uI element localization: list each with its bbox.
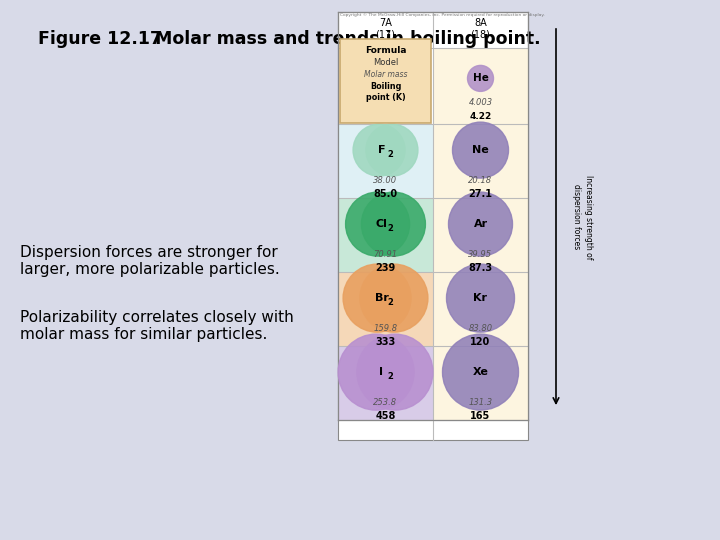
Bar [433,198,528,272]
Text: 2: 2 [387,224,393,233]
Text: I: I [379,367,384,377]
Circle shape [449,192,513,256]
Circle shape [446,264,515,332]
Text: 8A
(18): 8A (18) [471,18,490,39]
Text: Ne: Ne [472,145,489,155]
Circle shape [338,334,414,410]
Bar [338,272,433,346]
Bar [433,124,528,198]
Text: Dispersion forces are stronger for
larger, more polarizable particles.: Dispersion forces are stronger for large… [20,245,280,278]
Circle shape [452,122,508,178]
Text: Ar: Ar [474,219,487,229]
Text: 333: 333 [375,337,395,347]
Text: Formula: Formula [365,46,406,55]
Text: Molar mass: Molar mass [364,70,408,79]
Text: 2: 2 [387,298,393,307]
Bar [433,48,528,124]
Circle shape [366,124,418,176]
Text: Boiling: Boiling [370,82,401,91]
Text: 7A
(17): 7A (17) [376,18,395,39]
Text: 38.00: 38.00 [374,176,397,185]
Text: point (K): point (K) [366,93,405,102]
Text: 2: 2 [387,372,393,381]
Text: 39.95: 39.95 [469,250,492,259]
Circle shape [357,334,433,410]
Text: Molar mass and trends in boiling point.: Molar mass and trends in boiling point. [155,30,541,48]
Bar [433,346,528,420]
Text: 4.22: 4.22 [469,112,492,121]
Text: 120: 120 [470,337,490,347]
Text: Figure 12.17: Figure 12.17 [38,30,162,48]
Text: 239: 239 [375,263,395,273]
Bar [338,124,433,198]
Text: Br: Br [374,293,388,303]
Text: 85.0: 85.0 [374,189,397,199]
Text: Increasing strength of
dispersion forces: Increasing strength of dispersion forces [572,175,593,259]
Text: Cl: Cl [376,219,387,229]
Text: 70.91: 70.91 [374,250,397,259]
Text: 253.8: 253.8 [374,398,397,407]
Text: 20.18: 20.18 [469,176,492,185]
Text: 27.1: 27.1 [469,189,492,199]
Circle shape [360,264,428,332]
Polygon shape [338,12,528,440]
Text: 159.8: 159.8 [374,324,397,333]
Circle shape [343,264,411,332]
Text: 87.3: 87.3 [469,263,492,273]
Circle shape [361,192,426,256]
Bar [338,198,433,272]
Bar [338,346,433,420]
Text: 4.003: 4.003 [469,98,492,107]
Text: 458: 458 [375,411,396,421]
Text: 131.3: 131.3 [469,398,492,407]
Text: Polarizability correlates closely with
molar mass for similar particles.: Polarizability correlates closely with m… [20,310,294,342]
Text: Copyright © The McGraw-Hill Companies, inc. Permission required for reproduction: Copyright © The McGraw-Hill Companies, i… [340,13,545,17]
Text: F: F [378,145,385,155]
Text: Model: Model [373,58,398,67]
Text: 2: 2 [387,150,393,159]
Circle shape [467,65,493,91]
Circle shape [346,192,410,256]
FancyBboxPatch shape [340,39,431,123]
Text: Kr: Kr [474,293,487,303]
Text: 165: 165 [470,411,490,421]
Text: 83.80: 83.80 [469,324,492,333]
Circle shape [443,334,518,410]
Text: Xe: Xe [472,367,488,377]
Text: He: He [472,73,488,83]
Circle shape [353,124,405,176]
Bar [433,272,528,346]
